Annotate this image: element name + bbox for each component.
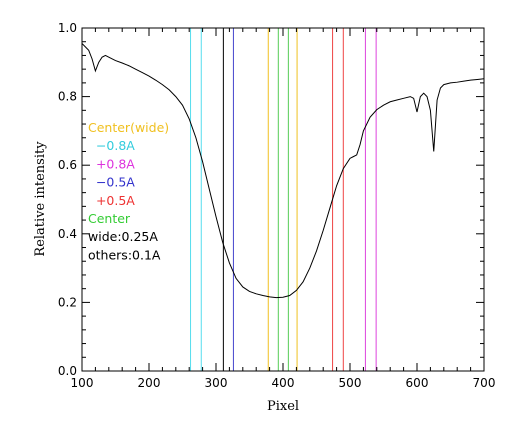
x-tick-label-0: 100 xyxy=(71,376,94,390)
legend-entry-2: +0.8A xyxy=(88,156,135,171)
y-tick-label-0: 0.0 xyxy=(58,364,77,378)
legend-entry-7: others:0.1A xyxy=(88,247,161,262)
ticks xyxy=(81,27,485,372)
y-tick-label-1: 0.2 xyxy=(58,295,77,309)
x-tick-label-2: 300 xyxy=(205,376,228,390)
x-tick-label-1: 200 xyxy=(138,376,161,390)
x-tick-label-4: 500 xyxy=(339,376,362,390)
x-tick-label-6: 700 xyxy=(473,376,496,390)
legend-entry-5: Center xyxy=(88,211,131,226)
legend-entry-1: −0.8A xyxy=(88,138,135,153)
y-axis-label: Relative intensity xyxy=(33,141,48,257)
series-line-0 xyxy=(81,43,485,299)
y-tick-label-5: 1.0 xyxy=(58,21,77,35)
tick-labels: 100 200 300 400 500 600 700 0.0 0.2 0.4 0.6 0.8 1.0 xyxy=(58,21,496,390)
x-tick-label-3: 400 xyxy=(272,376,295,390)
legend: Center(wide) −0.8A +0.8A −0.5A +0.5A Cent… xyxy=(88,120,169,262)
x-tick-label-5: 600 xyxy=(406,376,429,390)
series-group xyxy=(81,43,485,299)
y-tick-label-3: 0.6 xyxy=(58,158,77,172)
x-axis-label: Pixel xyxy=(267,399,299,414)
y-tick-label-4: 0.8 xyxy=(58,90,77,104)
y-tick-label-2: 0.4 xyxy=(58,227,77,241)
legend-entry-3: −0.5A xyxy=(88,175,135,190)
legend-entry-6: wide:0.25A xyxy=(88,229,158,244)
legend-entry-0: Center(wide) xyxy=(88,120,169,135)
legend-entry-4: +0.5A xyxy=(88,193,135,208)
